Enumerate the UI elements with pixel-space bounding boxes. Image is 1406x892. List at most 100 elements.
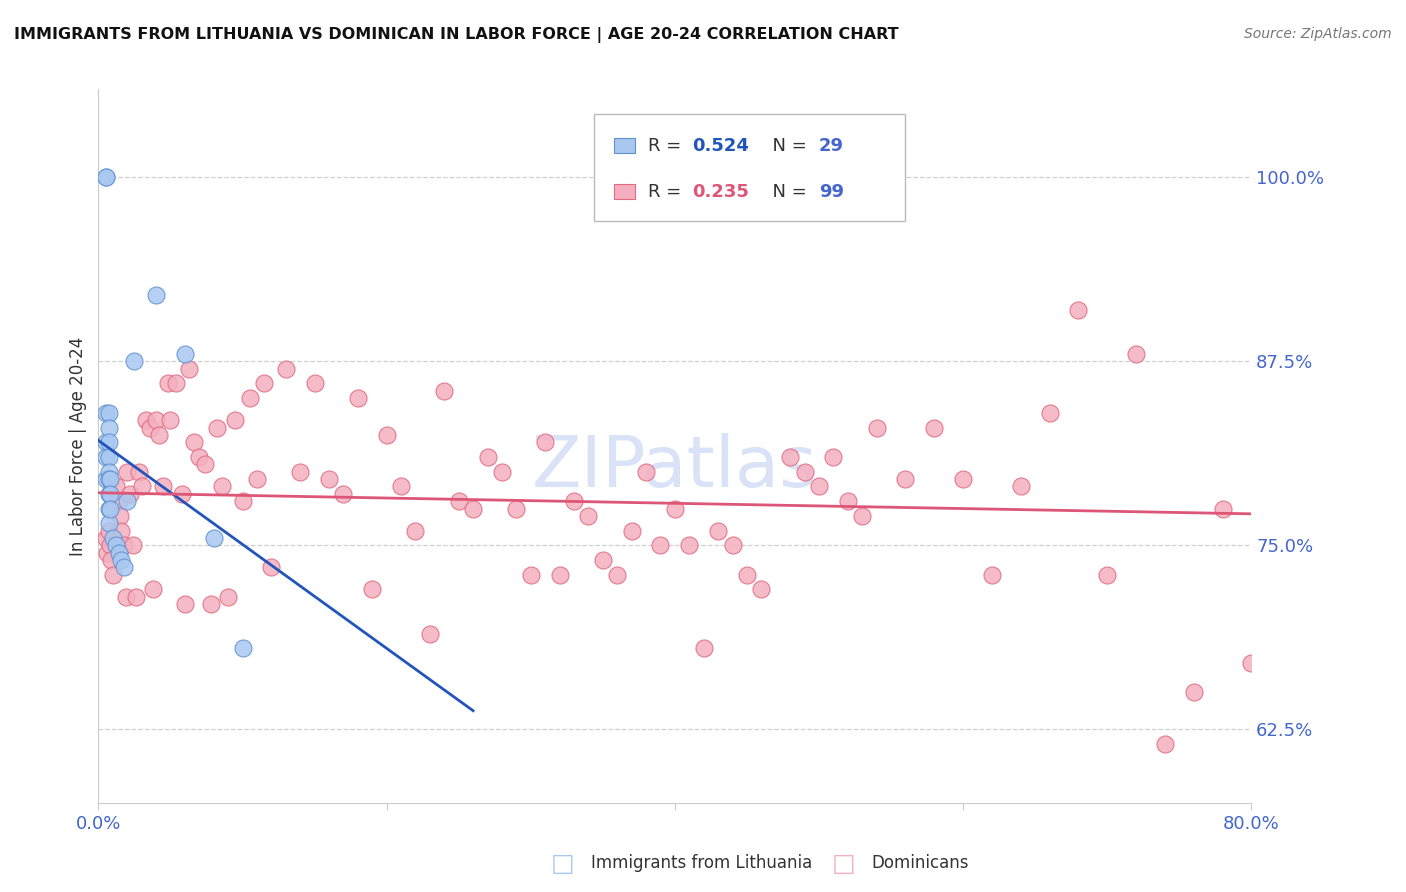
Point [97,501,120,516]
Point [779,450,801,464]
Point [97,435,120,450]
Point [188,450,211,464]
Point [1212,501,1234,516]
Point [534,435,557,450]
Point [231,494,254,508]
Point [200,597,222,611]
Point [108,508,131,523]
Point [98,501,121,516]
Point [97,420,120,434]
Point [1270,723,1292,737]
Point [866,420,889,434]
Point [332,487,354,501]
Point [217,590,239,604]
Point [110,553,132,567]
Point [260,560,283,574]
Point [97,450,120,464]
Point [128,465,150,479]
Point [97,465,120,479]
Point [562,494,585,508]
Point [98,538,121,552]
Point [592,553,614,567]
Point [636,465,658,479]
Text: R =: R = [648,183,688,201]
Point [96,546,118,560]
Point [104,479,127,493]
Point [1097,567,1119,582]
Point [318,472,340,486]
Point [823,450,845,464]
Point [461,501,484,516]
Point [183,435,205,450]
Point [159,413,181,427]
Point [94,170,117,185]
Point [174,347,197,361]
Text: IMMIGRANTS FROM LITHUANIA VS DOMINICAN IN LABOR FORCE | AGE 20-24 CORRELATION CH: IMMIGRANTS FROM LITHUANIA VS DOMINICAN I… [14,27,898,43]
Point [110,524,132,538]
Point [211,479,233,493]
Point [131,479,153,493]
Point [491,465,513,479]
Point [447,494,470,508]
Point [246,472,269,486]
Point [174,597,197,611]
Text: 29: 29 [820,137,844,155]
Point [837,494,859,508]
Point [97,516,120,531]
Point [1240,656,1263,670]
Point [548,567,571,582]
Point [520,567,543,582]
Point [650,538,672,552]
Point [620,524,643,538]
Point [98,472,121,486]
Text: N =: N = [762,183,813,201]
Point [97,472,120,486]
Text: □: □ [832,852,855,875]
Text: Dominicans: Dominicans [872,855,969,872]
Point [205,420,228,434]
Point [721,538,744,552]
Point [117,494,139,508]
Point [707,524,730,538]
Point [433,384,456,398]
Point [120,487,142,501]
Point [101,531,124,545]
Point [145,413,167,427]
Point [346,391,368,405]
Point [290,465,312,479]
Point [1125,347,1147,361]
Point [606,567,628,582]
Point [981,567,1004,582]
Text: 99: 99 [820,183,844,201]
Point [375,428,398,442]
Point [107,494,129,508]
Point [1067,302,1090,317]
Point [145,288,167,302]
Point [94,170,117,185]
Point [477,450,499,464]
Point [100,553,122,567]
Point [97,487,120,501]
Point [405,524,427,538]
Point [170,487,193,501]
Point [142,582,165,597]
Point [98,487,121,501]
Point [97,406,120,420]
Point [274,361,297,376]
Point [735,567,758,582]
Point [808,479,831,493]
Point [117,465,139,479]
Point [1182,685,1205,699]
Point [94,531,117,545]
Point [231,641,254,656]
Point [751,582,773,597]
Point [253,376,276,391]
Y-axis label: In Labor Force | Age 20-24: In Labor Force | Age 20-24 [69,336,87,556]
Point [389,479,412,493]
Point [97,524,120,538]
Point [114,590,136,604]
Point [361,582,384,597]
Point [156,376,179,391]
Point [304,376,326,391]
Point [224,413,246,427]
